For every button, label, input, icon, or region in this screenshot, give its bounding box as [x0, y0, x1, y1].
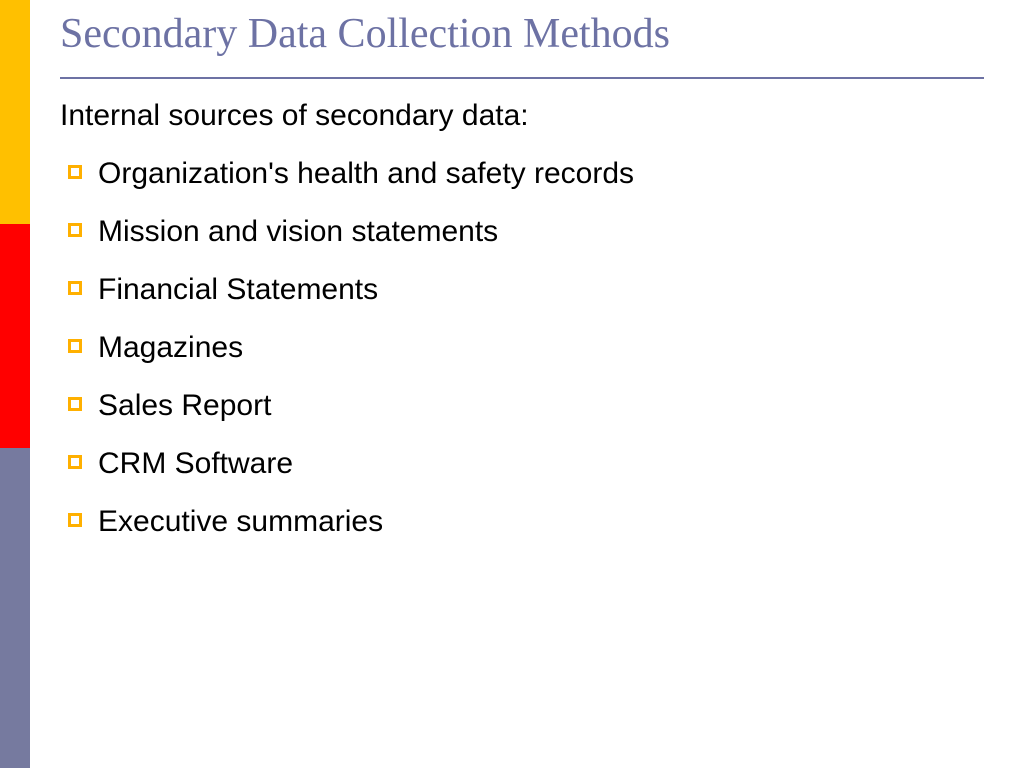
- bullet-text: Financial Statements: [98, 269, 984, 311]
- bullet-text: Sales Report: [98, 385, 984, 427]
- list-item: Magazines: [68, 327, 984, 369]
- bullet-text: Mission and vision statements: [98, 211, 984, 253]
- bullet-icon: [68, 281, 82, 295]
- bullet-text: Magazines: [98, 327, 984, 369]
- bullet-icon: [68, 339, 82, 353]
- bullet-list: Organization's health and safety records…: [60, 153, 984, 543]
- bullet-text: Executive summaries: [98, 501, 984, 543]
- list-item: Financial Statements: [68, 269, 984, 311]
- stripe-purple: [0, 448, 30, 768]
- list-item: Sales Report: [68, 385, 984, 427]
- list-item: Executive summaries: [68, 501, 984, 543]
- stripe-yellow: [0, 0, 30, 224]
- slide-content: Secondary Data Collection Methods Intern…: [60, 8, 984, 559]
- bullet-icon: [68, 513, 82, 527]
- sidebar-stripes: [0, 0, 30, 768]
- bullet-text: CRM Software: [98, 443, 984, 485]
- list-item: CRM Software: [68, 443, 984, 485]
- list-item: Organization's health and safety records: [68, 153, 984, 195]
- title-divider: [60, 77, 984, 79]
- list-item: Mission and vision statements: [68, 211, 984, 253]
- bullet-icon: [68, 397, 82, 411]
- slide-title: Secondary Data Collection Methods: [60, 8, 984, 61]
- intro-text: Internal sources of secondary data:: [60, 95, 984, 137]
- bullet-icon: [68, 455, 82, 469]
- bullet-icon: [68, 223, 82, 237]
- bullet-icon: [68, 165, 82, 179]
- stripe-red: [0, 224, 30, 448]
- bullet-text: Organization's health and safety records: [98, 153, 984, 195]
